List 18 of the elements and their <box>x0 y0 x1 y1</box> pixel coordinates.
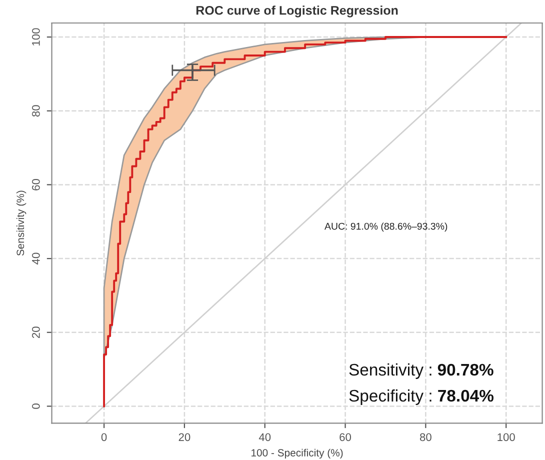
x-tick-label: 0 <box>101 433 107 442</box>
y-axis-title: Sensitivity (%) <box>16 190 26 256</box>
annotation: Specificity : 78.04% <box>349 389 494 405</box>
x-tick-label: 100 <box>498 433 515 442</box>
y-tick-label: 40 <box>32 252 40 264</box>
x-tick-label: 20 <box>178 433 190 442</box>
y-tick-label: 0 <box>32 404 40 409</box>
y-tick-label: 80 <box>32 105 40 117</box>
x-tick-label: 60 <box>340 433 352 442</box>
chart-title: ROC curve of Logistic Regression <box>196 6 398 18</box>
x-axis-title: 100 - Specificity (%) <box>252 448 343 459</box>
y-tick-label: 60 <box>32 178 40 190</box>
x-tick-label: 80 <box>420 433 432 442</box>
annotation: Sensitivity : 90.78% <box>349 363 494 379</box>
y-tick-label: 100 <box>32 28 40 46</box>
y-tick-label: 20 <box>32 326 40 338</box>
annotation: AUC: 91.0% (88.6%–93.3%) <box>324 222 448 232</box>
x-tick-label: 40 <box>258 433 271 442</box>
